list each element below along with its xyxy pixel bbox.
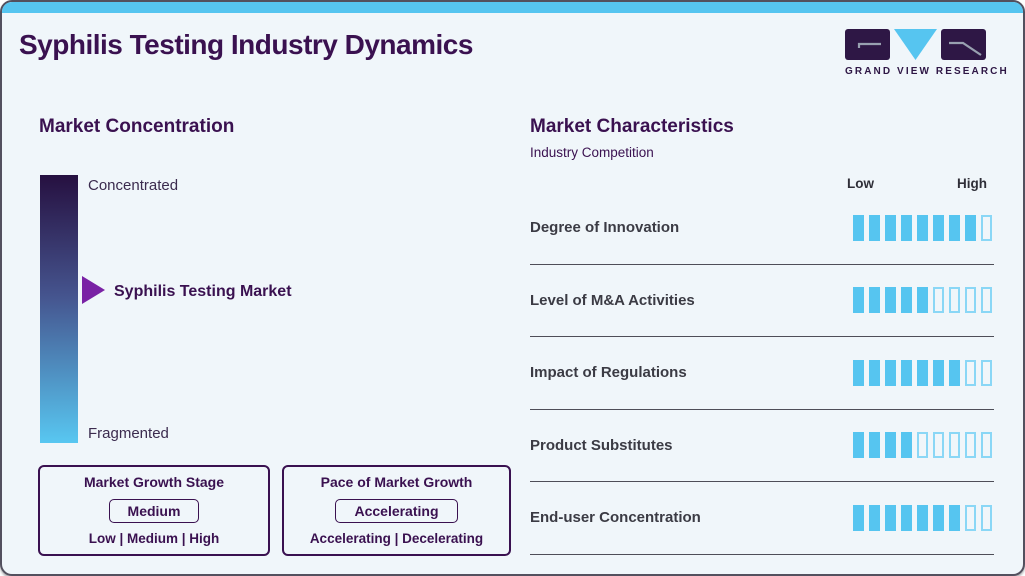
characteristic-row: Degree of Innovation	[530, 192, 994, 265]
rating-segment-filled	[949, 359, 960, 386]
rating-segment-empty	[933, 432, 944, 459]
gvr-logo-r-icon	[941, 29, 986, 60]
rating-segment-filled	[965, 214, 976, 241]
rating-bar	[853, 432, 992, 459]
grand-view-research-logo: GRAND VIEW RESEARCH	[845, 29, 1009, 77]
rating-segment-empty	[981, 432, 992, 459]
rating-segment-filled	[901, 214, 912, 241]
characteristic-label: Product Substitutes	[530, 436, 673, 454]
rating-segment-empty	[949, 287, 960, 314]
rating-segment-filled	[853, 287, 864, 314]
rating-segment-filled	[917, 359, 928, 386]
rating-segment-filled	[949, 504, 960, 531]
rating-segment-filled	[853, 432, 864, 459]
gvr-logo-v-icon	[894, 29, 937, 60]
rating-segment-filled	[917, 504, 928, 531]
rating-segment-empty	[981, 359, 992, 386]
pace-value-badge: Accelerating	[335, 498, 458, 523]
characteristic-label: Degree of Innovation	[530, 219, 680, 237]
rating-segment-empty	[981, 214, 992, 241]
rating-segment-filled	[853, 359, 864, 386]
rating-segment-empty	[965, 287, 976, 314]
growth-stage-title: Market Growth Stage	[83, 474, 225, 490]
market-growth-stage-box: Market Growth Stage Medium Low | Medium …	[38, 465, 270, 556]
characteristic-label: Impact of Regulations	[530, 364, 687, 382]
rating-segment-filled	[933, 359, 944, 386]
rating-segment-filled	[869, 432, 880, 459]
rating-segment-empty	[917, 432, 928, 459]
page-title: Syphilis Testing Industry Dynamics	[19, 29, 473, 60]
growth-stage-options: Low | Medium | High	[88, 531, 220, 546]
rating-segment-empty	[965, 359, 976, 386]
rating-segment-empty	[981, 287, 992, 314]
rating-segment-filled	[853, 504, 864, 531]
rating-segment-filled	[933, 504, 944, 531]
industry-competition-subtitle: Industry Competition	[530, 145, 654, 160]
market-characteristics-heading: Market Characteristics	[530, 116, 734, 137]
characteristic-label: End-user Concentration	[530, 509, 701, 527]
rating-segment-filled	[917, 287, 928, 314]
pace-title: Pace of Market Growth	[320, 474, 473, 490]
rating-segment-filled	[885, 504, 896, 531]
top-accent-bar	[2, 2, 1023, 13]
market-position-label: Syphilis Testing Market	[114, 283, 292, 300]
growth-stage-value-badge: Medium	[108, 498, 200, 523]
rating-bar	[853, 359, 992, 386]
concentration-gradient-bar	[40, 175, 78, 443]
characteristic-row: Product Substitutes	[530, 410, 994, 482]
characteristic-row: Level of M&A Activities	[530, 265, 994, 337]
pace-of-growth-box: Pace of Market Growth Accelerating Accel…	[282, 465, 511, 556]
scale-concentrated-label: Concentrated	[88, 177, 179, 194]
gvr-logo-g-icon	[845, 29, 890, 60]
rating-bar	[853, 214, 992, 241]
rating-bar	[853, 504, 992, 531]
market-position-arrow-icon	[82, 276, 105, 304]
rating-segment-filled	[933, 214, 944, 241]
scale-high-label: High	[957, 176, 987, 191]
rating-segment-filled	[885, 432, 896, 459]
rating-segment-empty	[965, 432, 976, 459]
rating-bar	[853, 287, 992, 314]
rating-segment-filled	[949, 214, 960, 241]
rating-segment-empty	[981, 504, 992, 531]
market-concentration-heading: Market Concentration	[39, 116, 235, 137]
rating-segment-filled	[917, 214, 928, 241]
rating-segment-filled	[901, 287, 912, 314]
rating-segment-filled	[869, 504, 880, 531]
characteristics-rows: Degree of Innovation Level of M&A Activit…	[530, 192, 994, 555]
rating-segment-filled	[885, 287, 896, 314]
gvr-logo-marks	[845, 29, 990, 60]
rating-segment-filled	[869, 214, 880, 241]
rating-segment-filled	[853, 214, 864, 241]
rating-segment-empty	[933, 287, 944, 314]
characteristic-row: End-user Concentration	[530, 482, 994, 555]
gvr-logo-wordmark: GRAND VIEW RESEARCH	[845, 66, 1009, 77]
rating-segment-filled	[885, 359, 896, 386]
rating-segment-empty	[965, 504, 976, 531]
pace-options: Accelerating | Decelerating	[309, 531, 484, 546]
scale-fragmented-label: Fragmented	[88, 425, 169, 442]
rating-segment-filled	[901, 504, 912, 531]
scale-low-label: Low	[847, 176, 874, 191]
rating-segment-empty	[949, 432, 960, 459]
characteristic-label: Level of M&A Activities	[530, 291, 695, 309]
rating-segment-filled	[901, 359, 912, 386]
rating-segment-filled	[869, 359, 880, 386]
characteristic-row: Impact of Regulations	[530, 337, 994, 410]
rating-segment-filled	[885, 214, 896, 241]
rating-segment-filled	[869, 287, 880, 314]
rating-segment-filled	[901, 432, 912, 459]
